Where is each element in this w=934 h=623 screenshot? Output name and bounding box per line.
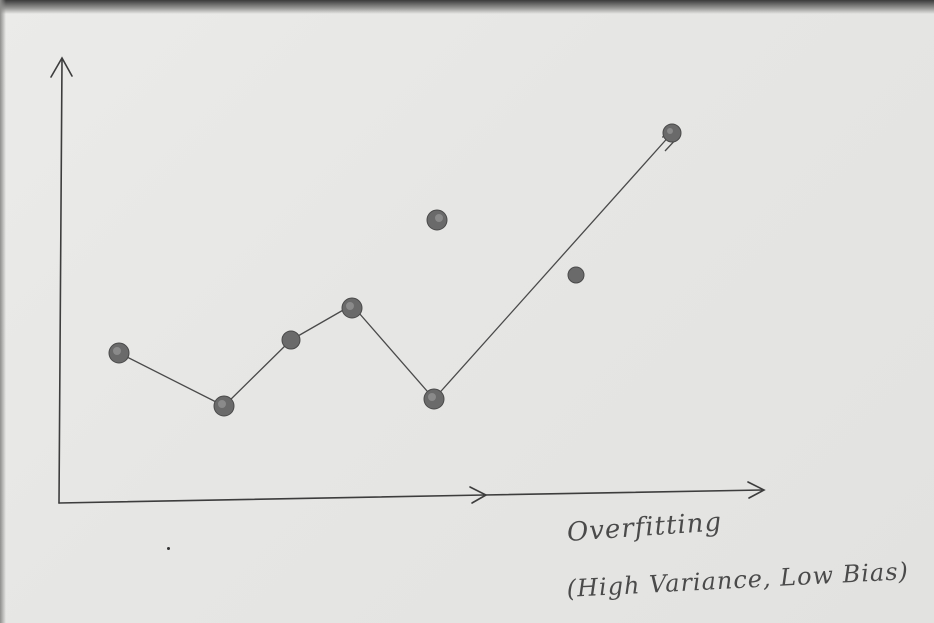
x-axis xyxy=(58,481,766,504)
y-axis xyxy=(50,56,73,504)
dot-shading-6 xyxy=(435,214,443,222)
dot-shading-5 xyxy=(428,393,436,401)
data-points xyxy=(108,123,682,417)
dot-shading-8 xyxy=(667,128,673,134)
y-axis-line xyxy=(58,59,63,504)
dot-shading-1 xyxy=(113,347,121,355)
data-point-7 xyxy=(567,266,585,284)
dot-shading-2 xyxy=(218,400,226,408)
data-point-3 xyxy=(281,330,301,350)
x-axis-arrowhead-long xyxy=(747,481,766,499)
dot-shading-4 xyxy=(346,302,354,310)
x-axis-line-short xyxy=(58,494,485,504)
y-axis-arrowhead xyxy=(50,56,73,78)
overfit-curve xyxy=(118,132,673,407)
dot-shading xyxy=(113,128,673,408)
x-axis-line-long xyxy=(483,489,763,496)
pencil-speck xyxy=(167,547,170,550)
